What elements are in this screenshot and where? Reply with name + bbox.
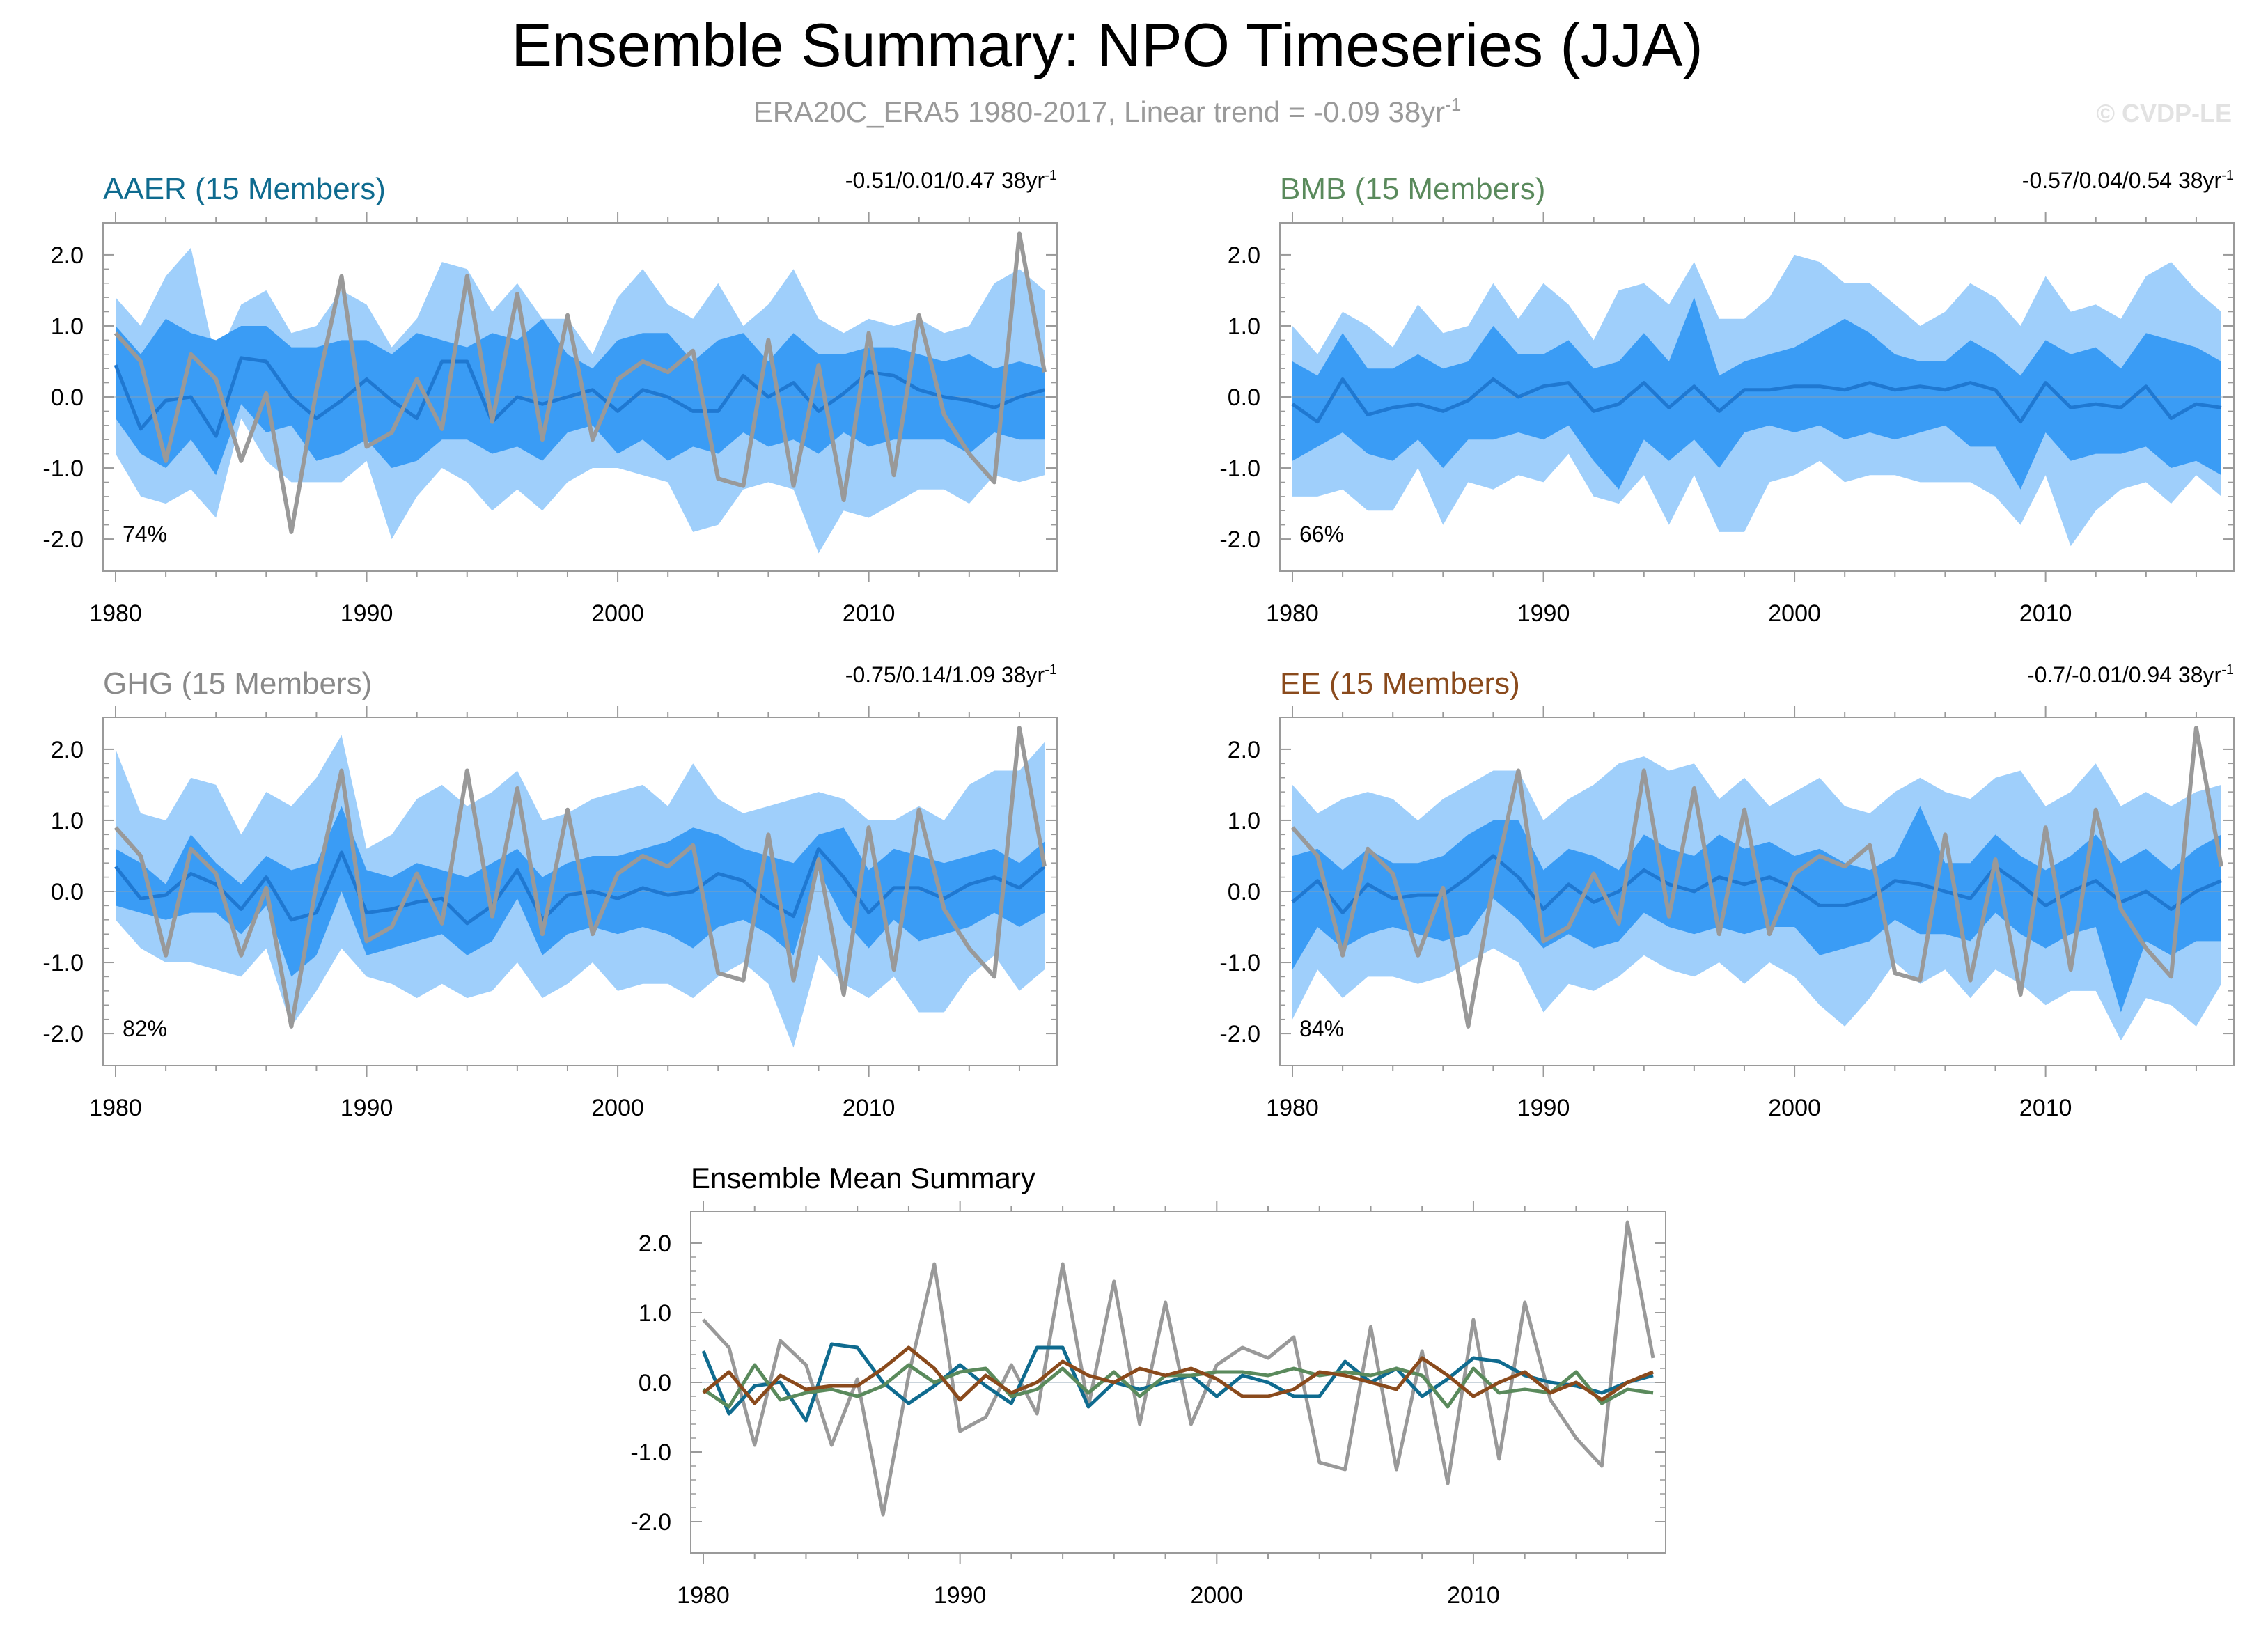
x-tick-label: 2010 xyxy=(1447,1582,1500,1609)
x-tick-label: 1980 xyxy=(1266,600,1319,627)
y-tick-label: 0.0 xyxy=(1228,879,1260,905)
panel-title: Ensemble Mean Summary xyxy=(691,1162,1035,1194)
y-tick-label: -2.0 xyxy=(630,1509,671,1536)
figure-title: Ensemble Summary: NPO Timeseries (JJA) xyxy=(511,10,1703,79)
percent-label: 66% xyxy=(1299,522,1344,547)
trend-label-text: -0.51/0.01/0.47 38yr xyxy=(845,168,1045,193)
y-tick-label: 2.0 xyxy=(1228,737,1260,763)
y-tick-label: 0.0 xyxy=(1228,384,1260,411)
y-tick-label: -2.0 xyxy=(1219,526,1260,553)
panel-title: AAER (15 Members) xyxy=(103,172,386,206)
x-tick-label: 2010 xyxy=(2019,600,2072,627)
y-tick-label: 1.0 xyxy=(51,313,84,340)
x-tick-label: 1990 xyxy=(934,1582,987,1609)
x-tick-label: 1980 xyxy=(1266,1095,1319,1121)
y-tick-label: 2.0 xyxy=(51,242,84,269)
trend-label-text: -0.7/-0.01/0.94 38yr xyxy=(2027,662,2222,687)
observed-line xyxy=(1290,726,2223,1029)
x-tick-label: 2000 xyxy=(1768,600,1821,627)
inner-spread-band xyxy=(1292,297,2221,490)
x-tick-label: 2000 xyxy=(591,1095,644,1121)
y-tick-label: 1.0 xyxy=(639,1300,671,1327)
panel-title: BMB (15 Members) xyxy=(1280,172,1545,206)
trend-label: -0.7/-0.01/0.94 38yr-1 xyxy=(2027,662,2234,687)
x-tick-label: 1980 xyxy=(677,1582,730,1609)
y-tick-label: 1.0 xyxy=(1228,808,1260,834)
x-tick-label: 2000 xyxy=(591,600,644,627)
observed-line xyxy=(114,726,1047,1029)
y-tick-label: 2.0 xyxy=(1228,242,1260,269)
x-tick-label: 2000 xyxy=(1768,1095,1821,1121)
y-tick-label: 0.0 xyxy=(639,1370,671,1396)
y-tick-label: 1.0 xyxy=(51,808,84,834)
trend-label-sup: -1 xyxy=(1045,168,1057,183)
trend-label: -0.57/0.04/0.54 38yr-1 xyxy=(2022,168,2234,193)
y-tick-label: 0.0 xyxy=(51,879,84,905)
trend-label-text: -0.75/0.14/1.09 38yr xyxy=(845,662,1045,687)
x-tick-label: 1980 xyxy=(89,600,142,627)
series-line-ee xyxy=(702,1346,1654,1405)
y-tick-label: 2.0 xyxy=(51,737,84,763)
panel-title: EE (15 Members) xyxy=(1280,666,1520,701)
figure-subtitle: ERA20C_ERA5 1980-2017, Linear trend = -0… xyxy=(753,94,1462,128)
ensemble-mean-line xyxy=(114,847,1046,926)
series-line-bmb xyxy=(702,1363,1654,1409)
y-tick-label: 2.0 xyxy=(639,1231,671,1257)
y-tick-label: -2.0 xyxy=(42,1021,84,1047)
y-tick-label: -1.0 xyxy=(42,455,84,482)
x-tick-label: 2010 xyxy=(843,1095,896,1121)
panel-mean: 2.0 1.0 0.0 -1.0 -2.0 1980 1990 2000 2010 Ensembl… xyxy=(630,1162,1666,1609)
panel-bmb: 2.0 1.0 0.0 -1.0 -2.0 1980 1990 2000 2010 BMB (15… xyxy=(1219,168,2235,627)
percent-label: 74% xyxy=(123,522,167,547)
y-tick-label: 1.0 xyxy=(1228,313,1260,340)
ensemble-mean-line xyxy=(114,356,1045,438)
ensemble-mean-line xyxy=(1291,377,2222,424)
figure-subtitle-sup: -1 xyxy=(1445,94,1461,115)
trend-label: -0.51/0.01/0.47 38yr-1 xyxy=(845,168,1057,193)
x-tick-label: 2010 xyxy=(843,600,896,627)
percent-label: 84% xyxy=(1299,1016,1344,1041)
x-tick-label: 2000 xyxy=(1190,1582,1243,1609)
panel-ghg: 2.0 1.0 0.0 -1.0 -2.0 1980 1990 2000 2010 GHG (15… xyxy=(42,662,1058,1121)
y-tick-label: -2.0 xyxy=(42,526,84,553)
x-tick-label: 1990 xyxy=(1517,1095,1570,1121)
x-tick-label: 1990 xyxy=(341,1095,393,1121)
trend-label: -0.75/0.14/1.09 38yr-1 xyxy=(845,662,1057,687)
trend-label-sup: -1 xyxy=(2221,662,2234,678)
y-tick-label: 0.0 xyxy=(51,384,84,411)
series-line-observed xyxy=(702,1220,1655,1517)
trend-label-sup: -1 xyxy=(2221,168,2234,183)
panel-title: GHG (15 Members) xyxy=(103,666,372,701)
y-tick-label: -1.0 xyxy=(1219,950,1260,976)
watermark: © CVDP-LE xyxy=(2096,99,2232,127)
y-tick-label: -1.0 xyxy=(630,1440,671,1466)
trend-label-text: -0.57/0.04/0.54 38yr xyxy=(2022,168,2222,193)
y-tick-label: -1.0 xyxy=(42,950,84,976)
x-tick-label: 1990 xyxy=(1517,600,1570,627)
percent-label: 82% xyxy=(123,1016,167,1041)
figure-subtitle-text: ERA20C_ERA5 1980-2017, Linear trend = -0… xyxy=(753,95,1445,128)
x-tick-label: 1990 xyxy=(341,600,393,627)
y-tick-label: -1.0 xyxy=(1219,455,1260,482)
panel-ee: 2.0 1.0 0.0 -1.0 -2.0 1980 1990 2000 2010 EE (15 … xyxy=(1219,662,2235,1121)
series-line-aaer xyxy=(701,1342,1654,1423)
trend-label-sup: -1 xyxy=(1045,662,1057,678)
x-tick-label: 2010 xyxy=(2019,1095,2072,1121)
panels: 2.0 1.0 0.0 -1.0 -2.0 1980 1990 2000 2010 AAER (1… xyxy=(42,168,2235,1609)
inner-spread-band xyxy=(1292,806,2221,1013)
panel-aaer: 2.0 1.0 0.0 -1.0 -2.0 1980 1990 2000 2010 AAER (1… xyxy=(42,168,1058,627)
y-tick-label: -2.0 xyxy=(1219,1021,1260,1047)
x-tick-label: 1980 xyxy=(89,1095,142,1121)
observed-line xyxy=(114,231,1047,534)
